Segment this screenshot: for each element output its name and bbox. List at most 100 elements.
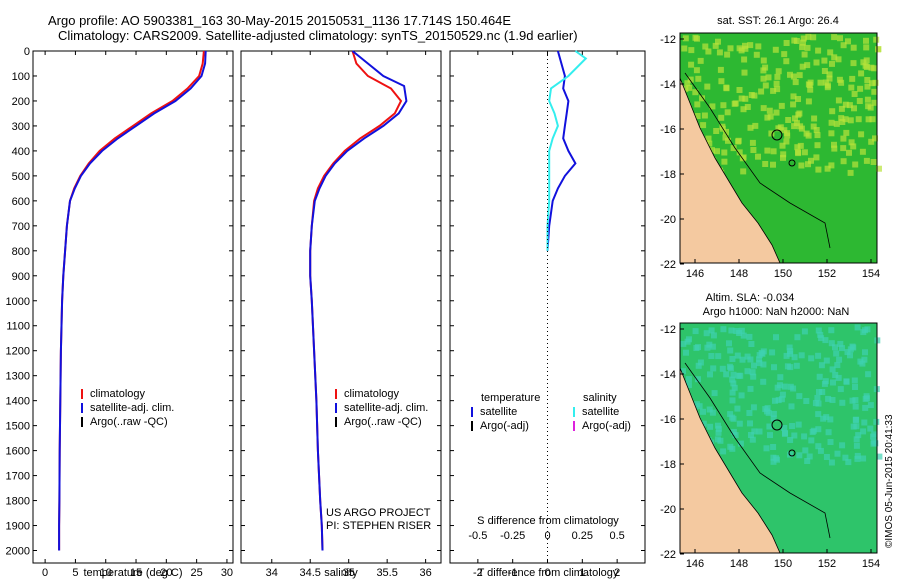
map-contour bbox=[684, 362, 831, 539]
map-cell bbox=[867, 425, 874, 432]
map-cell bbox=[791, 354, 798, 361]
tdiff-tick-label: 2 bbox=[614, 567, 620, 579]
map-cell bbox=[791, 123, 798, 130]
map-lon-label: 148 bbox=[730, 558, 748, 570]
tdiff-tick-label: -2 bbox=[473, 567, 483, 579]
map-cell bbox=[789, 423, 796, 429]
temperature-xtick-label: 25 bbox=[191, 567, 203, 579]
map-cell bbox=[840, 135, 847, 142]
map-cell bbox=[717, 437, 724, 444]
map-cell bbox=[840, 158, 847, 165]
depth-tick-label: 1000 bbox=[6, 296, 30, 308]
map-cell bbox=[748, 432, 754, 438]
map-cell bbox=[845, 459, 852, 466]
map-cell bbox=[853, 436, 860, 443]
map-cell bbox=[736, 149, 743, 156]
map-cell bbox=[787, 451, 793, 458]
map-cell bbox=[792, 115, 798, 122]
map-lat-label: -14 bbox=[660, 369, 676, 381]
map-cell bbox=[813, 154, 820, 161]
map-cell bbox=[852, 384, 858, 390]
legend-title-temperature: temperature bbox=[481, 392, 540, 404]
map-cell bbox=[756, 356, 762, 363]
salinity-xtick-label: 34.5 bbox=[300, 567, 321, 579]
tdiff-tick-label: 1 bbox=[579, 567, 585, 579]
map-cell bbox=[823, 454, 830, 460]
map-cell bbox=[749, 436, 756, 443]
map-cell bbox=[795, 421, 802, 428]
depth-tick-label: 900 bbox=[12, 271, 30, 283]
map-cell bbox=[734, 352, 741, 359]
map-cell bbox=[800, 35, 807, 42]
map-cell bbox=[770, 87, 777, 94]
map-cell bbox=[760, 361, 767, 368]
map-cell bbox=[860, 455, 867, 462]
map-cell bbox=[811, 115, 818, 122]
map-cell bbox=[869, 116, 876, 123]
map-cell bbox=[710, 365, 717, 372]
map-cell bbox=[870, 159, 877, 165]
map-cell bbox=[822, 337, 829, 344]
map-cell bbox=[847, 169, 854, 176]
map-cell bbox=[803, 398, 810, 404]
map-cell bbox=[692, 328, 699, 335]
map-cell bbox=[697, 57, 704, 64]
map-cell bbox=[774, 384, 781, 391]
map-cell bbox=[827, 416, 834, 423]
map-cell bbox=[773, 334, 779, 341]
map-cell bbox=[770, 415, 777, 422]
map-cell bbox=[755, 43, 762, 50]
legend-label: Argo(..raw -QC) bbox=[90, 416, 168, 428]
map-cell bbox=[839, 442, 846, 449]
map-cell bbox=[736, 87, 743, 93]
salinity-xtick-label: 35.5 bbox=[376, 567, 397, 579]
map-cell bbox=[861, 419, 868, 426]
map-reef bbox=[788, 449, 796, 457]
map-cell bbox=[704, 83, 711, 90]
salinity-series-line bbox=[309, 50, 403, 551]
map-frame bbox=[679, 32, 878, 264]
map-cell bbox=[779, 142, 786, 149]
map-cell bbox=[815, 327, 822, 334]
map-cell bbox=[785, 117, 792, 123]
map-cell bbox=[730, 145, 737, 152]
map-cell bbox=[799, 63, 806, 70]
map-cell bbox=[835, 374, 842, 381]
map-cell bbox=[849, 397, 856, 404]
map-cell bbox=[790, 101, 797, 108]
map-lat-label: -16 bbox=[660, 124, 676, 136]
map-cell bbox=[751, 428, 758, 435]
sdiff-tick-label: 0.5 bbox=[609, 530, 624, 542]
map-cell bbox=[693, 401, 700, 408]
map-cell bbox=[765, 74, 772, 81]
map-cell bbox=[775, 397, 782, 404]
map-cell bbox=[719, 365, 726, 372]
map-cell bbox=[796, 72, 803, 79]
map-cell bbox=[683, 349, 689, 356]
pi-annotation: PI: STEPHEN RISER bbox=[326, 520, 431, 532]
map-cell bbox=[702, 43, 709, 50]
depth-tick-label: 300 bbox=[12, 121, 30, 133]
map-cell bbox=[783, 138, 790, 145]
map-cell bbox=[796, 452, 803, 459]
map-cell bbox=[720, 102, 727, 109]
map-cell bbox=[768, 130, 775, 137]
map-cell bbox=[804, 44, 811, 51]
map-cell bbox=[817, 331, 824, 338]
map-cell bbox=[762, 82, 769, 89]
map-cell bbox=[787, 437, 794, 443]
map-cell bbox=[688, 47, 695, 54]
map-cell bbox=[770, 454, 777, 461]
map-cell bbox=[684, 80, 691, 87]
pi-annotation: US ARGO PROJECT bbox=[326, 507, 431, 519]
map-cell bbox=[835, 97, 842, 104]
salinity-xtick-label: 34 bbox=[266, 567, 278, 579]
map-cell bbox=[818, 335, 825, 342]
map-cell bbox=[694, 113, 701, 119]
map-cell bbox=[783, 40, 790, 46]
depth-tick-label: 200 bbox=[12, 96, 30, 108]
map-cell bbox=[708, 147, 715, 154]
depth-tick-label: 1700 bbox=[6, 471, 30, 483]
map-cell bbox=[767, 113, 774, 120]
depth-tick-label: 1200 bbox=[6, 346, 30, 358]
